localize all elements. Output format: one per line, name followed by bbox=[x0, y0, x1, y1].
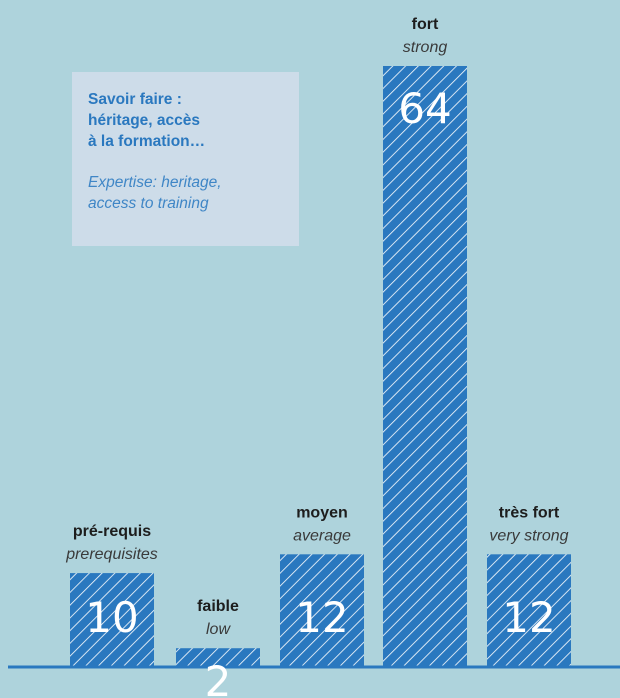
bar-1 bbox=[70, 573, 154, 667]
bar-3 bbox=[280, 554, 364, 667]
bar-2 bbox=[176, 648, 260, 667]
category-label-3: moyen bbox=[296, 504, 348, 521]
category-label-5: très fort bbox=[499, 504, 560, 521]
category-label-en-1: prerequisites bbox=[65, 546, 158, 563]
category-label-en-2: low bbox=[206, 621, 231, 638]
data-label-3: 12 bbox=[295, 593, 348, 642]
category-label-en-3: average bbox=[293, 527, 351, 544]
data-label-1: 10 bbox=[85, 593, 138, 642]
legend-title: Savoir faire : héritage, accès à la form… bbox=[88, 91, 206, 150]
category-label-2: faible bbox=[197, 598, 239, 615]
category-label-1: pré-requis bbox=[73, 523, 151, 540]
legend-box: Savoir faire : héritage, accès à la form… bbox=[72, 72, 299, 246]
data-label-2: 2 bbox=[205, 657, 232, 698]
data-label-5: 12 bbox=[502, 593, 555, 642]
labels-layer: 10 pré-requis prerequisites 2 faible low 12 moy… bbox=[65, 16, 568, 698]
legend-subtitle: Expertise: heritage, access to training bbox=[88, 174, 222, 212]
category-label-4: fort bbox=[412, 16, 439, 33]
bars-layer bbox=[70, 66, 571, 667]
category-label-en-5: very strong bbox=[489, 527, 568, 544]
bar-4 bbox=[383, 66, 467, 667]
bar-5 bbox=[487, 554, 571, 667]
data-label-4: 64 bbox=[398, 84, 451, 133]
category-label-en-4: strong bbox=[403, 39, 448, 56]
